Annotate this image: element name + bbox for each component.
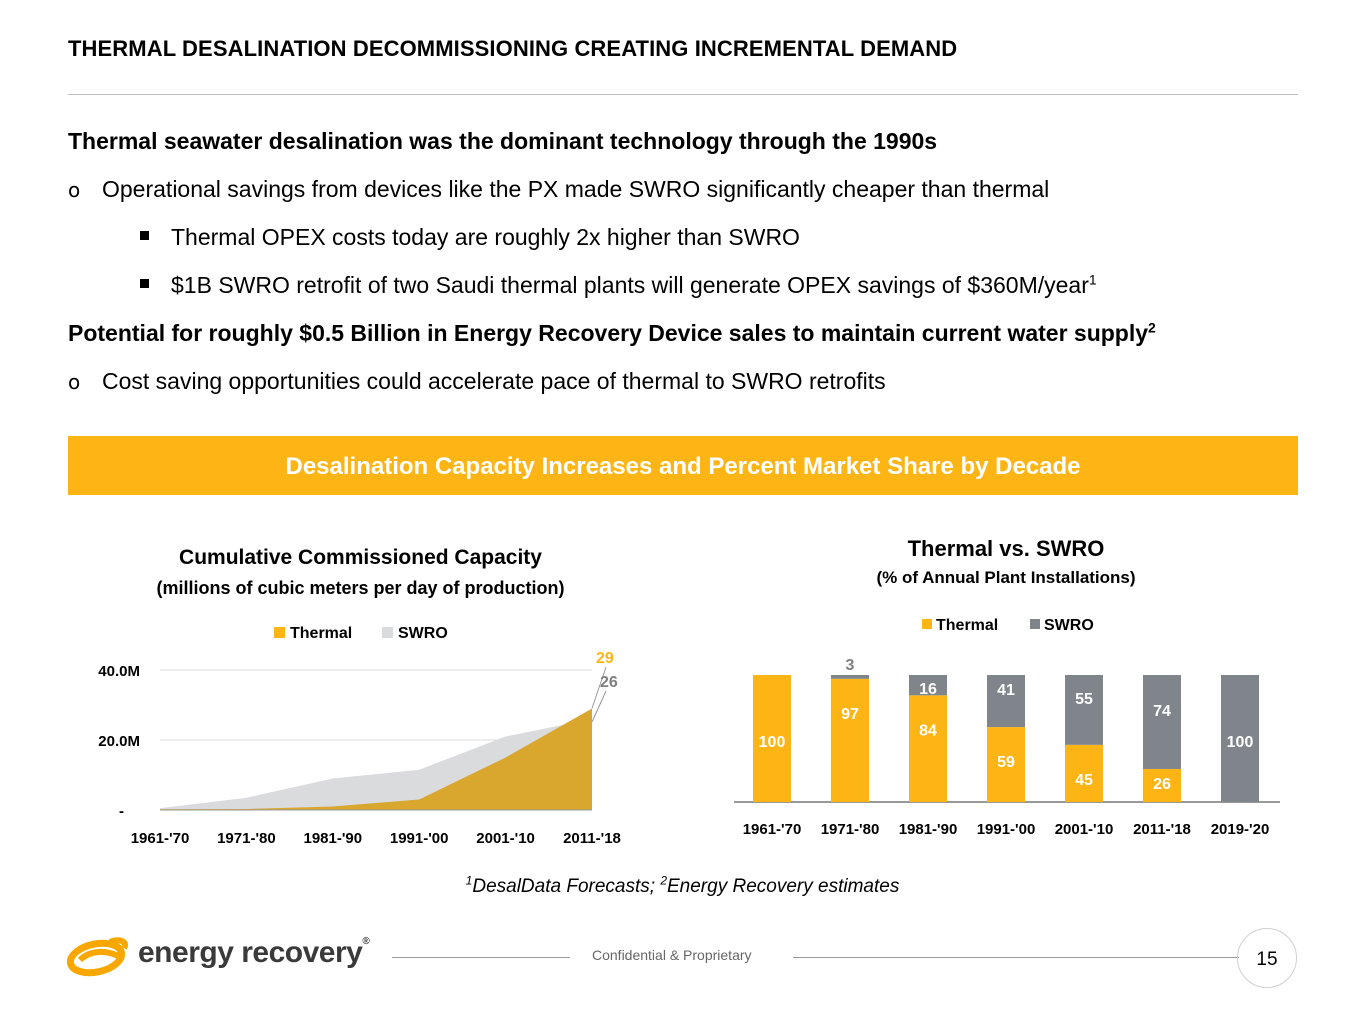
x-tick-label: 2019-'20 (1211, 821, 1270, 838)
section-banner: Desalination Capacity Increases and Perc… (68, 436, 1298, 495)
thermal-value-label: 97 (841, 706, 859, 723)
x-tick-label: 1961-'70 (743, 821, 802, 838)
heading-potential-sales-text: Potential for roughly $0.5 Billion in En… (68, 320, 1149, 346)
x-tick-label: 1991-'00 (390, 830, 449, 847)
x-tick-label: 2001-'10 (476, 830, 535, 847)
footnote-source-2: Energy Recovery estimates (667, 876, 900, 897)
thermal-value-label: 45 (1075, 772, 1093, 789)
thermal-value-label: 26 (1153, 776, 1171, 793)
thermal-value-label: 100 (759, 734, 786, 751)
x-tick-label: 1991-'00 (977, 821, 1036, 838)
x-tick-label: 1981-'90 (303, 830, 362, 847)
y-tick-label: 20.0M (98, 733, 140, 750)
swro-value-label: 55 (1075, 691, 1093, 708)
y-tick-label: - (119, 803, 124, 820)
confidential-label: Confidential & Proprietary (592, 947, 752, 963)
x-tick-label: 1971-'80 (217, 830, 276, 847)
footer-rule-right (793, 957, 1239, 958)
title-divider (68, 94, 1298, 95)
thermal-area (160, 708, 592, 810)
circle-bullet-icon: o (68, 178, 81, 202)
registered-mark: ® (362, 936, 370, 947)
thermal-end-label: 29 (596, 650, 614, 667)
swro-end-label: 26 (600, 674, 618, 691)
swro-bar (987, 675, 1025, 728)
subbullet-opex-costs-text: Thermal OPEX costs today are roughly 2x … (171, 224, 800, 250)
thermal-leader-line (591, 666, 607, 709)
legend-label-thermal: Thermal (290, 625, 352, 642)
x-tick-label: 1961-'70 (131, 830, 190, 847)
footer-rule-left (392, 957, 570, 958)
swro-bar (1143, 675, 1181, 769)
square-bullet-icon (140, 279, 149, 289)
subbullet-opex-costs: Thermal OPEX costs today are roughly 2x … (140, 224, 800, 251)
swro-bar (831, 675, 869, 679)
legend-swatch-thermal (922, 619, 932, 629)
x-tick-label: 2001-'10 (1055, 821, 1114, 838)
bullet-operational-savings-text: Operational savings from devices like th… (102, 176, 1050, 202)
swro-bar (909, 675, 947, 696)
circle-bullet-icon: o (68, 370, 81, 394)
energy-recovery-logo-icon (66, 937, 128, 977)
legend-swatch-thermal (274, 627, 285, 638)
thermal-value-label: 84 (919, 722, 937, 739)
swro-value-label: 16 (919, 681, 937, 698)
legend-swatch-swro (1030, 619, 1040, 629)
x-tick-label: 1971-'80 (821, 821, 880, 838)
subbullet-saudi-retrofit-text: $1B SWRO retrofit of two Saudi thermal p… (171, 272, 1089, 298)
legend-label-thermal: Thermal (936, 617, 998, 634)
company-logo-text: energy recovery® (138, 936, 370, 970)
x-tick-label: 2011-'18 (1133, 821, 1191, 838)
swro-value-label: 3 (846, 657, 855, 674)
capacity-chart-title: Cumulative Commissioned Capacity (179, 546, 542, 569)
footnote-sup-1: 1 (465, 873, 473, 888)
heading-thermal-dominant: Thermal seawater desalination was the do… (68, 128, 937, 155)
company-logo-name: energy recovery (138, 936, 363, 969)
x-tick-label: 1981-'90 (899, 821, 958, 838)
footnote-sup-2: 2 (660, 873, 667, 888)
thermal-bar (1065, 744, 1103, 802)
bullet-operational-savings: o Operational savings from devices like t… (68, 176, 1049, 203)
swro-leader-line (591, 690, 607, 723)
swro-value-label: 41 (997, 682, 1015, 699)
capacity-chart-subtitle: (millions of cubic meters per day of pro… (156, 578, 565, 598)
footnote-ref-2: 2 (1148, 319, 1156, 336)
legend-label-swro: SWRO (1044, 617, 1094, 634)
thermal-bar (831, 678, 869, 802)
slide-title: THERMAL DESALINATION DECOMMISSIONING CRE… (68, 36, 958, 61)
footnote-source-1: DesalData Forecasts; (472, 876, 661, 897)
legend-label-swro: SWRO (398, 625, 448, 642)
subbullet-saudi-retrofit: $1B SWRO retrofit of two Saudi thermal p… (140, 272, 1097, 299)
heading-potential-sales: Potential for roughly $0.5 Billion in En… (68, 320, 1156, 347)
bullet-cost-saving: o Cost saving opportunities could acceler… (68, 368, 886, 395)
thermal-bar (987, 727, 1025, 802)
share-chart-subtitle: (% of Annual Plant Installations) (876, 568, 1136, 587)
share-bar-chart: Thermal SWRO 100 1961-'70 97 3 1971-'80 84 16 198… (734, 617, 1280, 838)
thermal-bar (909, 695, 947, 802)
footnote: 1DesalData Forecasts; 2Energy Recovery e… (0, 873, 1365, 898)
capacity-area-chart: Thermal SWRO - 20.0M 40.0M 29 26 1961-'70 1971-'… (98, 625, 621, 847)
y-tick-label: 40.0M (98, 663, 140, 680)
x-tick-label: 2011-'18 (563, 830, 621, 847)
swro-bar (1221, 675, 1259, 802)
legend-swatch-swro (382, 627, 393, 638)
share-chart-title: Thermal vs. SWRO (907, 536, 1105, 561)
thermal-bar (1143, 768, 1181, 802)
thermal-bar (753, 675, 791, 802)
footnote-ref-1: 1 (1088, 271, 1097, 288)
heading-thermal-dominant-text: Thermal seawater desalination was the do… (68, 128, 938, 154)
page-number: 15 (1237, 928, 1297, 988)
swro-value-label: 74 (1153, 703, 1171, 720)
swro-bar (1065, 675, 1103, 745)
bullet-cost-saving-text: Cost saving opportunities could accelera… (102, 368, 886, 394)
square-bullet-icon (140, 231, 149, 241)
thermal-value-label: 59 (997, 754, 1015, 771)
swro-value-label: 100 (1227, 734, 1254, 751)
